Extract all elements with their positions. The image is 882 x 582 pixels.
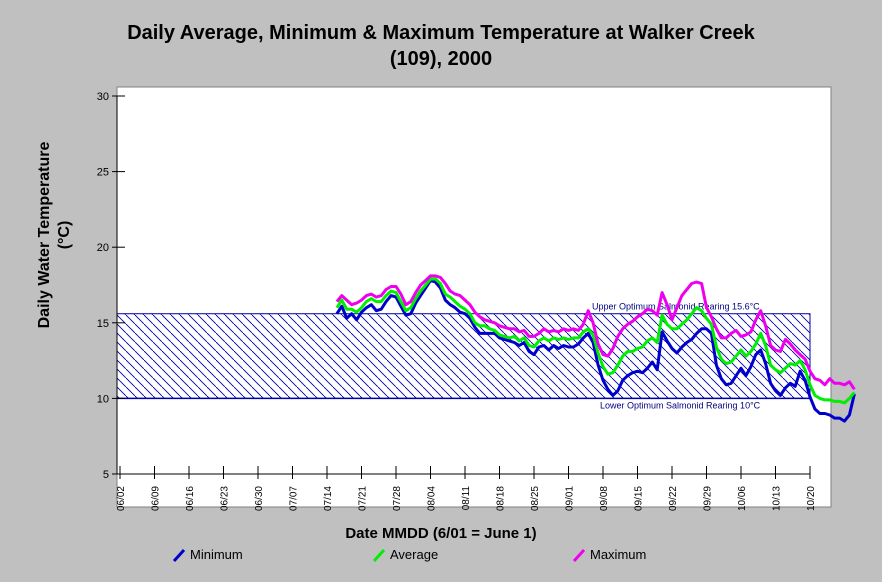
legend-minimum: Minimum (172, 547, 243, 562)
x-tick-label: 09/15 (634, 486, 645, 511)
x-tick-label: 07/07 (289, 486, 300, 511)
x-tick-label: 07/28 (392, 486, 403, 511)
chart-title-line2: (109), 2000 (389, 48, 493, 70)
x-tick-label: 09/08 (599, 486, 610, 511)
x-tick-label: 06/02 (116, 486, 127, 511)
optimum-band (116, 313, 811, 399)
x-tick-label: 09/01 (565, 486, 576, 511)
x-tick-label: 07/14 (323, 486, 334, 511)
plot-area (116, 86, 832, 508)
x-tick-label: 06/30 (254, 486, 265, 511)
band-lower-label: Lower Optimum Salmonid Rearing 10°C (600, 400, 761, 410)
legend-minimum-label: Minimum (190, 547, 243, 562)
series-maximum-line (335, 274, 856, 391)
x-tick-label: 09/29 (703, 486, 714, 511)
x-tick-label: 09/22 (668, 486, 679, 511)
legend-average: Average (372, 547, 438, 562)
legend-maximum: Maximum (572, 547, 646, 562)
y-tick-label: 25 (97, 167, 109, 179)
x-tick-label: 06/16 (185, 486, 196, 511)
legend-maximum-swatch-icon (572, 548, 586, 562)
x-tick-label: 07/21 (358, 486, 369, 511)
x-tick-label: 08/25 (530, 486, 541, 511)
x-tick-label: 06/09 (151, 486, 162, 511)
x-axis-label: Date MMDD (6/01 = June 1) (345, 525, 537, 542)
x-tick-label: 08/04 (427, 486, 438, 511)
x-tick-label: 08/18 (496, 486, 507, 511)
legend-average-label: Average (390, 547, 439, 562)
y-tick-label: 10 (97, 393, 109, 405)
y-tick-label: 20 (97, 242, 109, 254)
x-tick-label: 06/23 (220, 486, 231, 511)
x-tick-label: 10/20 (806, 486, 817, 511)
x-tick-label: 10/06 (737, 486, 748, 511)
y-tick-label: 5 (103, 469, 109, 481)
y-tick-label: 30 (97, 91, 109, 103)
legend-maximum-label: Maximum (590, 547, 647, 562)
x-tick-label: 10/13 (772, 486, 783, 511)
legend-average-swatch-icon (372, 548, 386, 562)
series-minimum-line (335, 279, 856, 423)
y-tick-label: 15 (97, 318, 109, 330)
legend-minimum-swatch-icon (172, 548, 186, 562)
x-tick-label: 08/11 (461, 486, 472, 511)
series-average-line (335, 277, 856, 405)
chart-title-line1: Daily Average, Minimum & Maximum Tempera… (127, 22, 755, 44)
